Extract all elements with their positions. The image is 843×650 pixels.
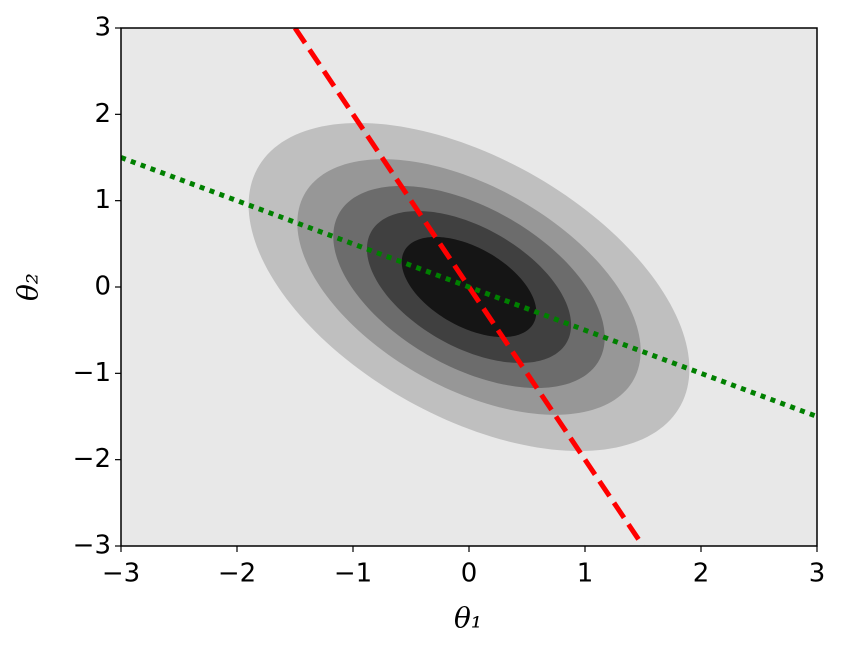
x-tick-label: −3 (102, 559, 140, 589)
y-tick-label: 3 (94, 13, 111, 43)
axes: −3 −2 −1 0 1 2 3 −3 −2 −1 0 1 2 3 (73, 13, 826, 589)
x-tick-label: 3 (809, 559, 826, 589)
x-tick-label: 2 (693, 559, 710, 589)
plot-area (121, 28, 817, 546)
y-tick-label: 1 (94, 185, 111, 215)
y-axis-label: θ₂ (12, 273, 45, 301)
y-tick-label: −2 (73, 444, 111, 474)
x-axis-label: θ₁ (454, 602, 482, 635)
y-tick-label: 2 (94, 99, 111, 129)
y-tick-label: −3 (73, 531, 111, 561)
y-tick-label: −1 (73, 358, 111, 388)
line (121, 155, 817, 419)
x-tick-label: −2 (218, 559, 256, 589)
x-tick-label: 1 (577, 559, 594, 589)
x-tick-label: −1 (334, 559, 372, 589)
x-tick-label: 0 (461, 559, 478, 589)
y-tick-label: 0 (94, 272, 111, 302)
